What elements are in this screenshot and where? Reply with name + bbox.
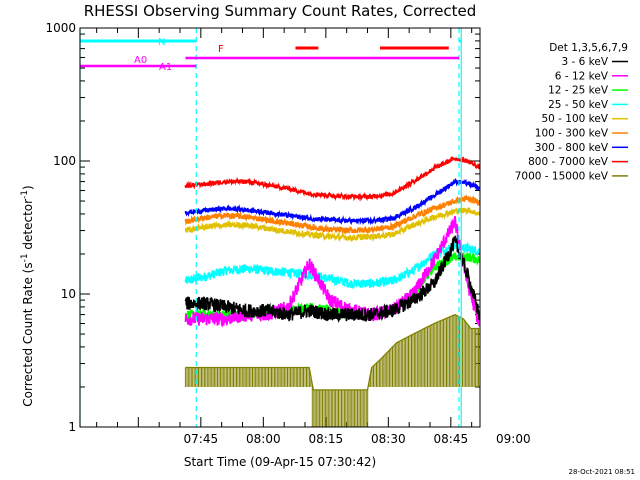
y-tick-label: 100	[53, 154, 76, 168]
legend-label-7: 800 - 7000 keV	[528, 156, 609, 168]
y-tick-label: 10	[61, 287, 76, 301]
legend-label-0: 3 - 6 keV	[561, 56, 608, 68]
legend-label-4: 50 - 100 keV	[541, 113, 608, 125]
y-tick-label: 1	[68, 420, 76, 434]
y-axis-label-main: Corrected Count Rate (s	[21, 262, 35, 406]
series-line-4	[184, 206, 480, 243]
y-axis-label-end: )	[21, 185, 35, 190]
legend: Det 1,3,5,6,7,9 3 - 6 keV 6 - 12 keV 12 - …	[515, 42, 628, 182]
footer-timestamp: 28-Oct-2021 08:51	[569, 468, 635, 476]
x-tick-label: 08:30	[371, 432, 406, 446]
chart-title: RHESSI Observing Summary Count Rates, Co…	[84, 2, 477, 20]
legend-label-1: 6 - 12 keV	[555, 70, 609, 82]
attenuator-a0-label: A0	[134, 55, 147, 66]
series-line-5	[184, 194, 480, 236]
series-line-7	[184, 156, 480, 202]
flare-label: F	[218, 44, 224, 55]
legend-label-5: 100 - 300 keV	[535, 128, 609, 140]
y-axis-label-sup1: -1	[20, 253, 30, 262]
y-axis-label-sup2: -1	[20, 190, 30, 199]
series-band-8	[184, 314, 479, 427]
y-tick-label: 1000	[45, 21, 76, 35]
legend-header: Det 1,3,5,6,7,9	[549, 42, 628, 54]
legend-label-2: 12 - 25 keV	[548, 85, 609, 97]
y-axis-label: Corrected Count Rate (s-1 detector-1)	[20, 185, 35, 406]
svg-text:Corrected Count Rate (s-1 dete: Corrected Count Rate (s-1 detector-1)	[20, 185, 35, 406]
plot-frame	[79, 27, 481, 428]
x-axis-label: Start Time (09-Apr-15 07:30:42)	[184, 455, 376, 469]
series-line-3	[184, 241, 480, 290]
legend-label-8: 7000 - 15000 keV	[515, 170, 609, 182]
legend-label-6: 300 - 800 keV	[535, 142, 609, 154]
x-tick-label: 07:45	[184, 432, 219, 446]
series-layer	[184, 156, 480, 427]
attenuator-a1-label: A1	[159, 62, 172, 73]
y-axis-label-mid: detector	[21, 199, 35, 254]
x-tick-label: 09:00	[496, 432, 531, 446]
axes-ticks: 1 10 100 1000 07:45 08:00 08:15 08:30 08:45 09:00	[45, 21, 530, 446]
x-tick-label: 08:45	[434, 432, 469, 446]
x-tick-label: 08:15	[309, 432, 344, 446]
legend-label-3: 25 - 50 keV	[548, 99, 609, 111]
night-label: N	[158, 37, 165, 48]
series-line-0	[184, 235, 480, 324]
x-tick-label: 08:00	[246, 432, 281, 446]
series-line-1	[184, 215, 480, 328]
series-line-6	[184, 177, 480, 226]
